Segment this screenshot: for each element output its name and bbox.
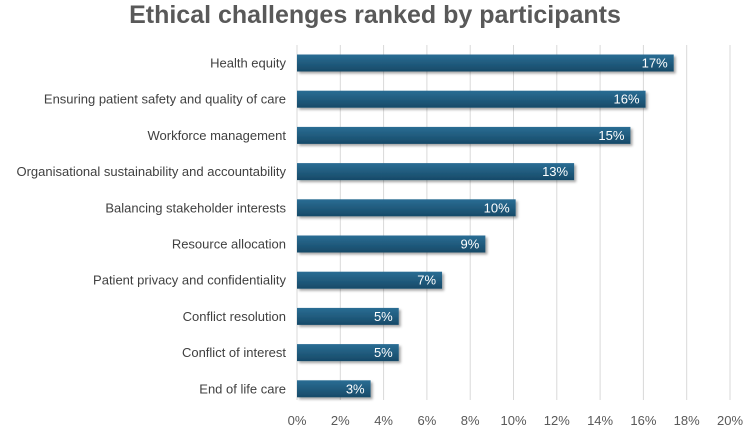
category-label: Conflict of interest [182, 345, 286, 360]
bars [297, 54, 674, 398]
chart-title: Ethical challenges ranked by participant… [129, 1, 621, 29]
data-label: 16% [614, 92, 640, 107]
category-label: Workforce management [148, 128, 287, 143]
x-tick-label: 16% [630, 413, 656, 428]
x-tick-label: 0% [288, 413, 307, 428]
x-tick-label: 18% [674, 413, 700, 428]
data-label: 13% [542, 164, 568, 179]
data-label: 9% [461, 237, 480, 252]
data-label: 3% [346, 381, 365, 396]
bar [297, 163, 575, 181]
bar [297, 235, 486, 253]
category-label: Health equity [210, 56, 286, 71]
x-tick-label: 8% [461, 413, 480, 428]
category-label: Organisational sustainability and accoun… [16, 164, 286, 179]
x-tick-label: 12% [544, 413, 570, 428]
category-label: Balancing stakeholder interests [105, 200, 286, 215]
data-label: 7% [417, 273, 436, 288]
x-tick-label: 20% [717, 413, 743, 428]
bar [297, 271, 443, 289]
category-label: Patient privacy and confidentiality [93, 273, 286, 288]
bar [297, 126, 631, 144]
labels: 0% 2% 4% 6% 8% 10% 12% 14% 16% 18% 20% Health equit… [16, 56, 743, 429]
bar [297, 54, 674, 72]
x-tick-label: 6% [418, 413, 437, 428]
x-tick-label: 2% [331, 413, 350, 428]
data-label: 5% [374, 345, 393, 360]
data-label: 15% [598, 128, 624, 143]
data-label: 10% [484, 200, 510, 215]
bar [297, 307, 399, 325]
category-label: Ensuring patient safety and quality of c… [44, 92, 286, 107]
category-label: Resource allocation [172, 237, 286, 252]
category-label: End of life care [199, 381, 286, 396]
x-tick-label: 14% [587, 413, 613, 428]
bar [297, 380, 371, 398]
data-label: 17% [642, 56, 668, 71]
category-label: Conflict resolution [183, 309, 286, 324]
bar [297, 199, 516, 217]
data-label: 5% [374, 309, 393, 324]
bar [297, 90, 646, 108]
x-tick-label: 10% [500, 413, 526, 428]
bar [297, 344, 399, 362]
x-tick-label: 4% [374, 413, 393, 428]
